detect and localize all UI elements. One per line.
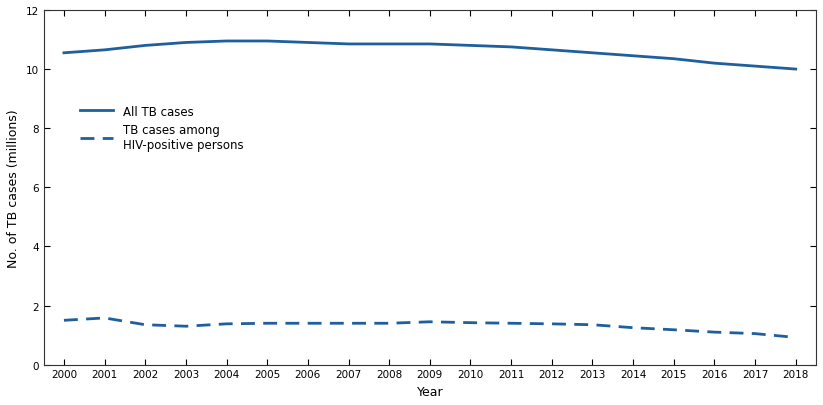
All TB cases [546,48,556,53]
All TB cases [791,68,801,72]
TB cases among
HIV-positive persons [588,322,597,327]
All TB cases [100,48,109,53]
All TB cases [588,51,597,56]
All TB cases [303,41,313,46]
TB cases among
HIV-positive persons [791,335,801,340]
Line: All TB cases: All TB cases [64,42,796,70]
All TB cases [466,44,476,49]
TB cases among
HIV-positive persons [466,320,476,325]
TB cases among
HIV-positive persons [140,322,150,327]
TB cases among
HIV-positive persons [343,321,353,326]
All TB cases [181,41,191,46]
All TB cases [343,43,353,47]
All TB cases [628,54,638,59]
TB cases among
HIV-positive persons [100,316,109,321]
TB cases among
HIV-positive persons [750,331,760,336]
All TB cases [263,39,272,44]
TB cases among
HIV-positive persons [628,326,638,330]
Line: TB cases among
HIV-positive persons: TB cases among HIV-positive persons [64,318,796,338]
TB cases among
HIV-positive persons [709,330,719,335]
TB cases among
HIV-positive persons [669,328,679,333]
TB cases among
HIV-positive persons [303,321,313,326]
All TB cases [669,57,679,62]
All TB cases [140,44,150,49]
All TB cases [59,51,69,56]
Y-axis label: No. of TB cases (millions): No. of TB cases (millions) [7,109,20,267]
All TB cases [425,43,435,47]
All TB cases [750,64,760,69]
TB cases among
HIV-positive persons [384,321,394,326]
TB cases among
HIV-positive persons [546,322,556,326]
All TB cases [384,43,394,47]
TB cases among
HIV-positive persons [263,321,272,326]
Legend: All TB cases, TB cases among
HIV-positive persons: All TB cases, TB cases among HIV-positiv… [81,105,244,152]
TB cases among
HIV-positive persons [181,324,191,329]
TB cases among
HIV-positive persons [59,318,69,323]
All TB cases [221,39,231,44]
TB cases among
HIV-positive persons [221,322,231,326]
TB cases among
HIV-positive persons [506,321,516,326]
All TB cases [709,62,719,66]
All TB cases [506,45,516,50]
X-axis label: Year: Year [416,385,443,398]
TB cases among
HIV-positive persons [425,320,435,324]
